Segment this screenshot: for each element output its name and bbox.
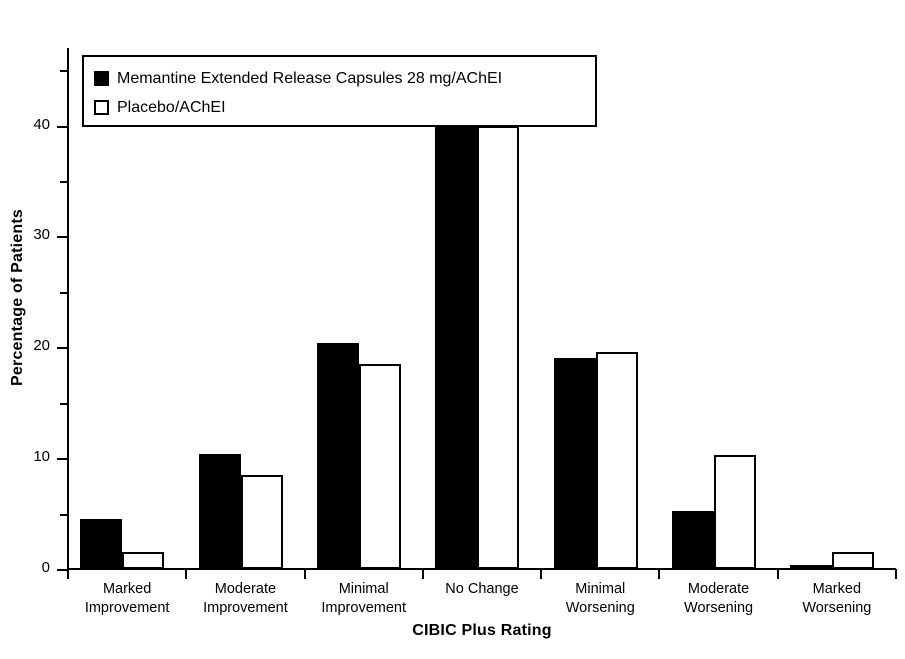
category-label-line: Minimal: [338, 581, 389, 597]
x-axis-category-label: Minimal Improvement: [305, 580, 423, 618]
category-label-line: Minimal: [575, 581, 626, 597]
tick-mark: [57, 347, 68, 350]
x-axis-category-label: Moderate Worsening: [659, 580, 777, 618]
bar: [713, 454, 756, 569]
x-axis-category-label: Marked Worsening: [778, 580, 896, 618]
x-axis-tick: [421, 569, 424, 579]
x-axis-tick: [67, 569, 69, 579]
x-axis-tick: [658, 569, 661, 579]
bar: [790, 564, 833, 569]
tick-mark: [57, 569, 68, 571]
bar: [477, 125, 520, 569]
x-axis-tick: [776, 569, 779, 579]
y-axis-title: Percentage of Patients: [0, 0, 36, 659]
category-label-line: Improvement: [321, 600, 407, 616]
category-label-line: Moderate: [214, 581, 277, 597]
category-label-line: Worsening: [802, 600, 872, 616]
x-axis-tick: [185, 569, 188, 579]
legend-label-memantine: Memantine Extended Release Capsules 28 m…: [117, 69, 503, 87]
y-axis-tick-label: 10: [33, 448, 50, 466]
tick-mark: [60, 513, 68, 516]
tick-mark: [60, 402, 68, 405]
plot-area: 0 10 20 30 40: [33, 48, 897, 579]
x-axis-line: [67, 568, 896, 570]
y-axis-tick-label: 20: [33, 337, 50, 355]
y-axis-title-text: Percentage of Patients: [9, 209, 26, 386]
category-label-line: Moderate: [687, 581, 750, 597]
x-axis-category-label: Minimal Worsening: [541, 580, 659, 618]
legend-item-placebo: Placebo/AChEI: [94, 93, 585, 122]
bar: [595, 351, 638, 569]
category-label-line: No Change: [445, 581, 519, 597]
tick-mark: [57, 458, 68, 461]
bar: [832, 552, 875, 569]
legend-item-memantine: Memantine Extended Release Capsules 28 m…: [94, 64, 585, 93]
x-axis-category-label: No Change: [423, 580, 541, 599]
category-label-line: Improvement: [203, 600, 288, 616]
bar: [316, 342, 359, 569]
bar: [198, 453, 241, 569]
bar: [122, 552, 165, 569]
x-axis-tick: [303, 569, 306, 579]
x-axis-title: CIBIC Plus Rating: [412, 622, 552, 639]
legend-swatch-filled-icon: [94, 71, 109, 86]
bar: [80, 519, 123, 569]
category-label-line: Marked: [812, 581, 862, 597]
tick-mark: [57, 125, 68, 128]
y-axis-tick-label: 40: [33, 115, 50, 133]
x-axis-tick: [895, 569, 897, 579]
tick-mark: [60, 70, 68, 73]
bar: [358, 363, 401, 569]
x-axis-category-label: Marked Improvement: [68, 580, 186, 618]
category-label-line: Worsening: [684, 600, 754, 616]
category-label-line: Marked: [102, 581, 152, 597]
legend: Memantine Extended Release Capsules 28 m…: [82, 55, 597, 127]
bar: [240, 474, 283, 569]
category-label-line: Worsening: [565, 600, 635, 616]
x-axis-tick: [540, 569, 543, 579]
y-axis-line: [67, 48, 69, 570]
legend-label-placebo: Placebo/AChEI: [117, 98, 226, 116]
bar: [553, 358, 596, 569]
tick-mark: [57, 236, 68, 239]
tick-mark: [60, 181, 68, 184]
bar: [671, 511, 714, 569]
category-label-line: Improvement: [84, 600, 170, 616]
x-axis-category-label: Moderate Improvement: [186, 580, 304, 618]
tick-mark: [60, 291, 68, 294]
legend-swatch-hollow-icon: [94, 100, 109, 115]
y-axis-tick-label: 0: [41, 559, 50, 576]
bar: [435, 126, 478, 569]
x-axis-tick-labels: Marked Improvement Moderate Improvement Mini…: [68, 580, 896, 620]
y-axis-tick-label: 30: [33, 226, 50, 244]
